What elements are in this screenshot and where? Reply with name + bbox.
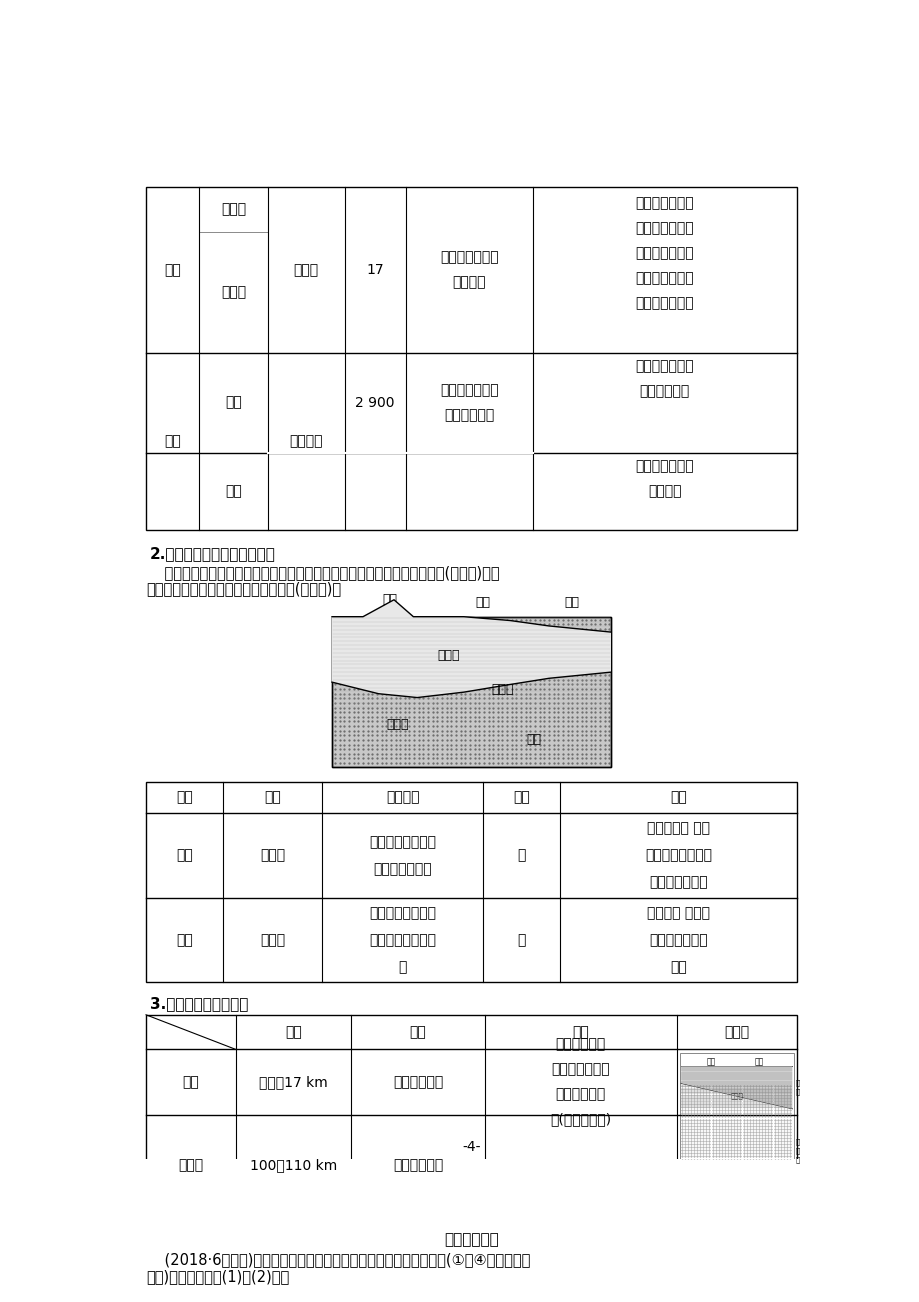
Text: 17: 17 [366, 263, 383, 277]
Bar [146, 187, 796, 530]
Text: 古登堡面: 古登堡面 [289, 434, 323, 448]
Text: 大陆: 大陆 [754, 1057, 764, 1066]
Text: 浅海: 浅海 [564, 596, 579, 609]
Polygon shape [332, 600, 610, 698]
Text: 平原: 平原 [475, 596, 490, 609]
Text: 下层: 下层 [176, 934, 193, 947]
Text: 小: 小 [516, 849, 526, 862]
Text: 固态，上地幔上
部存在一个软流
层，物质处于熔
融状态；温度、
压力、密度增大: 固态，上地幔上 部存在一个软流 层，物质处于熔 融状态；温度、 压力、密度增大 [635, 197, 694, 310]
Text: 不连续分布 在大
洋底部非常罕见，
即使有也非常薄: 不连续分布 在大 洋底部非常罕见， 即使有也非常薄 [644, 822, 711, 889]
Text: 密度: 密度 [513, 790, 529, 805]
Text: 上地幔: 上地幔 [221, 202, 246, 216]
Text: 硅镁层: 硅镁层 [386, 717, 408, 730]
Text: 【跟踪训练】: 【跟踪训练】 [444, 1232, 498, 1247]
Text: 上层: 上层 [176, 849, 193, 862]
Text: 名称: 名称 [264, 790, 280, 805]
Text: 2.地壳的物质组成和结构特征: 2.地壳的物质组成和结构特征 [150, 547, 276, 561]
Bar [332, 617, 610, 767]
Text: 3.地壳与岩石圈的区别: 3.地壳与岩石圈的区别 [150, 996, 248, 1012]
Text: 纵波和横波速度
明显加快: 纵波和横波速度 明显加快 [439, 250, 498, 289]
Text: 平均约17 km: 平均约17 km [259, 1075, 327, 1090]
Text: 纵波速度突然下
降，横波消失: 纵波速度突然下 降，横波消失 [439, 383, 498, 422]
Text: 大洋: 大洋 [707, 1057, 716, 1066]
Text: 外核: 外核 [225, 396, 242, 410]
Text: 地表至莫霍面: 地表至莫霍面 [392, 1075, 443, 1090]
Text: (2018·6月浙江)如图为地震波在地球内部传播速度和地球内部结构(①～④为地球内部: (2018·6月浙江)如图为地震波在地球内部传播速度和地球内部结构(①～④为地球… [146, 1253, 529, 1267]
Text: 由硅、铝成分较多
的花岗岩类组成: 由硅、铝成分较多 的花岗岩类组成 [369, 835, 436, 876]
Text: 分层: 分层 [176, 790, 193, 805]
Text: 镁、铁、钙、玄武
岩类组成，成分增
多: 镁、铁、钙、玄武 岩类组成，成分增 多 [369, 906, 436, 974]
Text: 示意图: 示意图 [723, 1025, 749, 1039]
Bar [332, 617, 610, 767]
Text: 地
壳: 地 壳 [795, 1079, 799, 1095]
Text: 高山: 高山 [382, 592, 397, 605]
Polygon shape [680, 1066, 791, 1109]
Text: 地表至软流层: 地表至软流层 [392, 1157, 443, 1172]
Text: 地核: 地核 [165, 434, 181, 448]
Text: 莫霍面: 莫霍面 [293, 263, 318, 277]
Text: 呈固态，压力、
密度很大: 呈固态，压力、 密度很大 [635, 458, 694, 497]
Text: 根据地壳化学组成的差异和地震波传播速度的不同，将地壳分为上下两层(如下图)，这: 根据地壳化学组成的差异和地震波传播速度的不同，将地壳分为上下两层(如下图)，这 [146, 565, 499, 581]
Text: 莫霍面: 莫霍面 [730, 1092, 743, 1099]
Bar [146, 783, 796, 983]
Text: 主要成分: 主要成分 [386, 790, 419, 805]
Text: 岩石圈: 岩石圈 [178, 1157, 203, 1172]
Text: 连续分布 大陆和
大洋地壳中都有
分布: 连续分布 大陆和 大洋地壳中都有 分布 [646, 906, 709, 974]
Text: 分布: 分布 [669, 790, 686, 805]
Text: 下地幔: 下地幔 [221, 285, 246, 299]
Text: 2 900: 2 900 [355, 396, 394, 410]
Text: 地幔: 地幔 [165, 263, 181, 277]
Text: 厚度: 厚度 [285, 1025, 301, 1039]
Text: 100～110 km: 100～110 km [250, 1157, 336, 1172]
Text: 两层的物质组成和结构有着明显的区别(如下表)。: 两层的物质组成和结构有着明显的区别(如下表)。 [146, 581, 341, 596]
Text: 地幔: 地幔 [526, 733, 540, 746]
Bar [679, 1052, 793, 1212]
Text: 莫霍面: 莫霍面 [491, 684, 513, 697]
Text: 硅镁层: 硅镁层 [260, 934, 285, 947]
Text: 联系: 联系 [572, 1025, 588, 1039]
Text: 高温高压下呈液
态或熔融状态: 高温高压下呈液 态或熔融状态 [635, 359, 694, 397]
Text: 大: 大 [516, 934, 526, 947]
Text: 硅铝层: 硅铝层 [260, 849, 285, 862]
Text: 岩石圈不仅包
含地壳，而且还
包含上地幔顶
部(软流层以上): 岩石圈不仅包 含地壳，而且还 包含上地幔顶 部(软流层以上) [550, 1038, 611, 1126]
Text: 圈层)示意图。回答(1)～(2)题。: 圈层)示意图。回答(1)～(2)题。 [146, 1269, 289, 1284]
Bar [146, 1014, 796, 1215]
Text: 上
地
幔: 上 地 幔 [795, 1138, 799, 1163]
Text: 硅铝层: 硅铝层 [437, 648, 459, 661]
Text: 内核: 内核 [225, 484, 242, 499]
Text: 地壳: 地壳 [182, 1075, 199, 1090]
Text: -4-: -4- [461, 1141, 481, 1155]
Text: 范围: 范围 [409, 1025, 426, 1039]
